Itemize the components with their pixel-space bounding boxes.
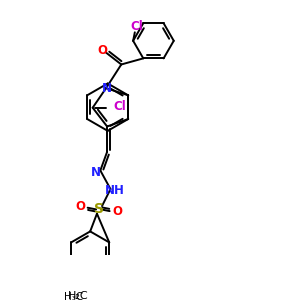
Text: H₂C: H₂C (68, 291, 89, 300)
Text: Cl: Cl (113, 100, 126, 112)
Text: Cl: Cl (130, 20, 143, 33)
Text: O: O (98, 44, 108, 57)
Text: H₃C: H₃C (64, 292, 83, 300)
Text: S: S (94, 202, 103, 216)
Text: O: O (75, 200, 85, 213)
Text: N: N (91, 166, 101, 179)
Text: N: N (102, 82, 112, 95)
Text: O: O (112, 205, 122, 218)
Text: NH: NH (105, 184, 125, 197)
